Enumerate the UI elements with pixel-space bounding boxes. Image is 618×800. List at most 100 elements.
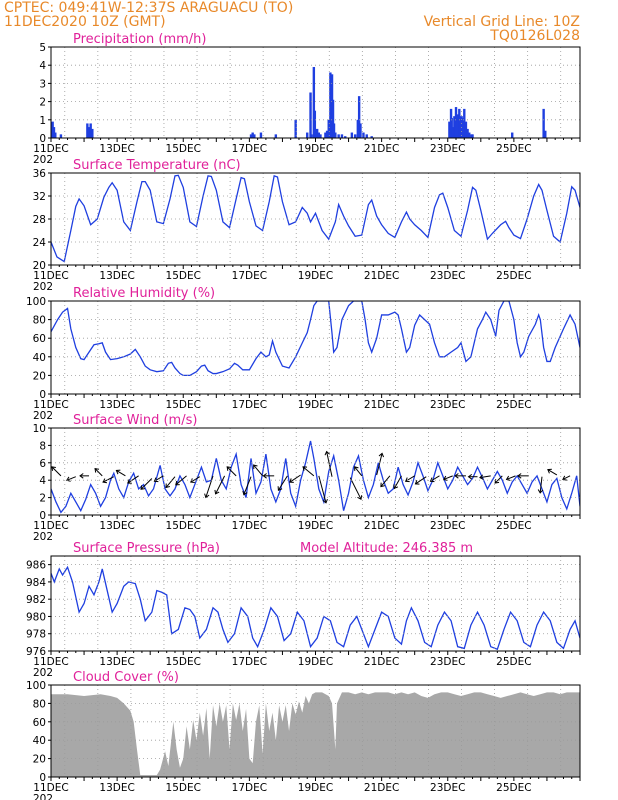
precip-bar xyxy=(459,123,462,138)
wind-vector xyxy=(226,466,237,477)
wind-vector-head xyxy=(562,475,567,481)
wind-vector-head xyxy=(467,473,473,480)
wind-vector-shaft xyxy=(289,474,301,483)
precip-bar xyxy=(357,96,361,138)
precip-bar xyxy=(309,92,312,138)
wind-vector xyxy=(354,466,363,477)
precip-bar xyxy=(359,123,362,138)
precip-bar xyxy=(294,119,297,138)
wind-vector-head xyxy=(537,489,544,494)
precip-bar xyxy=(91,128,94,138)
series-group xyxy=(51,440,580,514)
x-tick-label: 25DEC xyxy=(496,656,531,668)
precip-bar xyxy=(251,132,254,138)
y-tick-label: 32 xyxy=(33,191,46,203)
wind-vector-head xyxy=(354,466,359,471)
x-tick-label: 13DEC xyxy=(99,143,134,155)
wind-vector-shaft xyxy=(354,466,363,477)
precip-bar xyxy=(324,132,327,138)
y-tick-label: 6 xyxy=(39,458,46,470)
header-grid-line: Vertical Grid Line: 10Z xyxy=(424,14,580,30)
precip-bar xyxy=(315,128,319,138)
wind-vector-head xyxy=(505,475,511,481)
precip-bar xyxy=(350,132,354,138)
y-tick-label: 0 xyxy=(39,389,46,401)
wind-vector-head xyxy=(262,473,267,479)
x-tick-label: 21DEC xyxy=(364,782,399,794)
wind-vector xyxy=(537,476,544,494)
panel-pres: 976 978 980 982 984 986 11DEC 13DEC 15DEC 17DEC 19… xyxy=(26,541,581,679)
wind-vector xyxy=(467,473,478,480)
panel-precip: 0 1 2 3 4 5 11DEC 13DEC 15DEC 17DEC 19DEC 21DEC 23DE… xyxy=(33,32,581,166)
precip-bar xyxy=(356,119,360,138)
wind-vector-shaft xyxy=(562,475,571,480)
model-altitude: Model Altitude: 246.385 m xyxy=(300,541,473,556)
precip-bar xyxy=(306,132,309,138)
precip-bar xyxy=(86,123,89,138)
precip-bar xyxy=(325,130,329,138)
precip-bar xyxy=(542,108,545,138)
wind-vector-shaft xyxy=(277,475,288,491)
panel-title: Cloud Cover (%) xyxy=(73,670,179,685)
y-tick-label: 2 xyxy=(39,493,46,505)
precip-bar xyxy=(329,72,332,138)
panel-temp: 20 24 28 32 36 11DEC 13DEC 15DEC 17DEC 19DEC 21DEC… xyxy=(33,158,581,293)
precip-bar xyxy=(340,134,344,138)
wind-vector xyxy=(253,464,263,477)
wind-vector xyxy=(380,475,391,488)
y-tick-label: 20 xyxy=(33,754,46,766)
wind-vector xyxy=(204,475,214,499)
precip-bar xyxy=(317,132,321,138)
precip-bar xyxy=(89,123,92,138)
y-tick-label: 80 xyxy=(33,315,46,327)
y-tick-label: 1 xyxy=(39,115,46,127)
cloud-cover-area xyxy=(51,692,580,777)
wind-vector-head xyxy=(190,478,195,483)
panel-title: Precipitation (mm/h) xyxy=(73,32,206,47)
y-tick-label: 4 xyxy=(39,475,46,487)
x-tick-label: 23DEC xyxy=(430,399,465,411)
wind-vector-head xyxy=(454,473,459,479)
precip-bar xyxy=(365,134,368,138)
wind-vector xyxy=(517,473,529,479)
wind-vector-head xyxy=(253,464,258,470)
precip-bar xyxy=(319,134,322,138)
plot-area xyxy=(51,301,580,394)
wind-vector-head xyxy=(153,477,159,483)
precip-bar xyxy=(362,132,365,138)
y-tick-label: 60 xyxy=(33,333,46,345)
wind-vector-shaft xyxy=(393,475,402,489)
wind-vector-head xyxy=(324,450,330,456)
x-year-fragment: 202 xyxy=(33,154,53,166)
wind-vector xyxy=(66,476,76,482)
wind-vector-shaft xyxy=(415,476,427,485)
wind-vector-head xyxy=(140,485,146,490)
y-tick-label: 24 xyxy=(33,237,47,249)
precip-bar xyxy=(334,132,337,138)
y-tick-label: 980 xyxy=(26,611,46,623)
precip-bar xyxy=(353,134,357,138)
wind-vector xyxy=(79,473,90,479)
x-tick-label: 11DEC xyxy=(33,399,68,411)
y-tick-label: 60 xyxy=(33,717,46,729)
wind-vector xyxy=(190,476,201,483)
wind-vector xyxy=(302,466,315,477)
wind-vector-shaft xyxy=(302,466,315,477)
precip-bar xyxy=(274,134,278,138)
wind-vector-head xyxy=(380,482,385,488)
x-tick-label: 25DEC xyxy=(496,782,531,794)
x-year-fragment: 202 xyxy=(33,410,53,422)
precip-bar xyxy=(313,110,317,138)
precip-bar xyxy=(471,134,474,138)
wind-vector-shaft xyxy=(376,453,383,476)
wind-vector-shaft xyxy=(165,476,176,488)
wind-vector-head xyxy=(94,468,100,473)
y-tick-label: 40 xyxy=(33,735,46,747)
x-tick-label: 13DEC xyxy=(99,270,134,282)
y-tick-label: 0 xyxy=(39,510,46,522)
wind-vector-head xyxy=(479,474,484,480)
y-tick-label: 8 xyxy=(39,440,46,452)
y-tick-label: 10 xyxy=(33,423,46,435)
header-model: TQ0126L028 xyxy=(489,28,580,44)
